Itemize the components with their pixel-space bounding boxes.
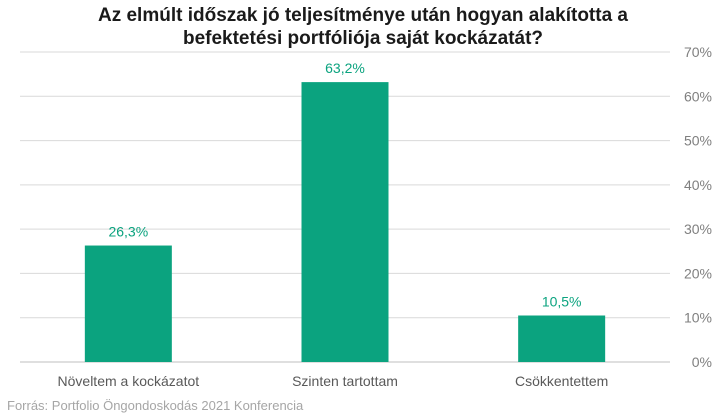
category-label: Növeltem a kockázatot [58, 373, 200, 389]
y-axis-ticks: 0% 10% 20% 30% 40% 50% 60% 70% [684, 44, 712, 370]
y-tick-label: 30% [684, 221, 712, 237]
y-tick-label: 50% [684, 133, 712, 149]
y-tick-label: 20% [684, 265, 712, 281]
bars [84, 82, 606, 362]
category-label: Szinten tartottam [292, 373, 398, 389]
y-tick-label: 60% [684, 88, 712, 104]
y-tick-label: 70% [684, 44, 712, 60]
bar [301, 82, 389, 362]
source-note: Forrás: Portfolio Öngondoskodás 2021 Kon… [7, 398, 304, 413]
data-labels: 26,3% 63,2% 10,5% [108, 60, 581, 309]
category-label: Csökkentettem [515, 373, 608, 389]
data-label: 10,5% [542, 294, 582, 310]
category-labels: Növeltem a kockázatot Szinten tartottam Cs… [58, 373, 609, 389]
y-tick-label: 0% [692, 354, 712, 370]
y-tick-label: 10% [684, 310, 712, 326]
chart-title-line-1: Az elmúlt időszak jó teljesítménye után … [98, 5, 628, 26]
data-label: 26,3% [108, 224, 148, 240]
bar [84, 245, 172, 362]
data-label: 63,2% [325, 60, 365, 76]
bar [518, 315, 606, 362]
y-tick-label: 40% [684, 177, 712, 193]
chart-title-line-2: befektetési portfóliója saját kockázatát… [183, 28, 543, 49]
